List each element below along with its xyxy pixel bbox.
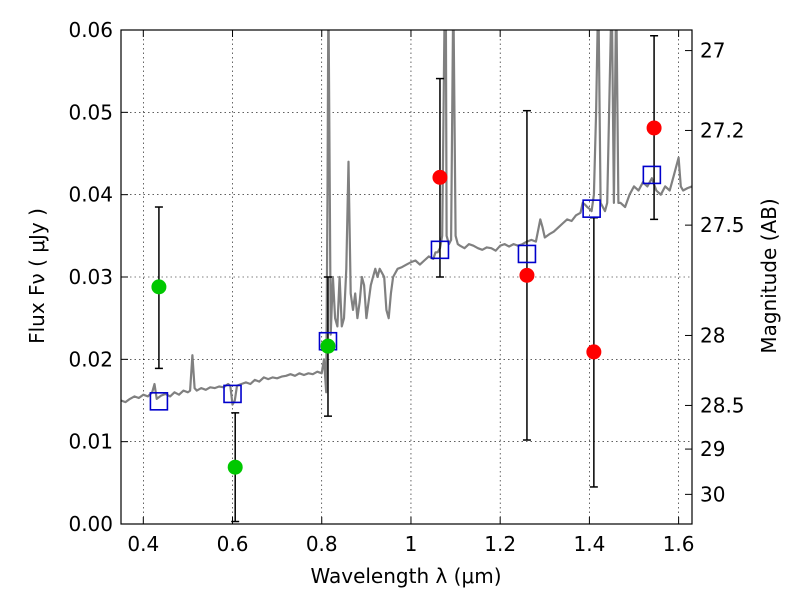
x-axis: 0.4 0.6 0.8 1 1.2 1.4 1.6 [127, 30, 695, 556]
y2-tick-label: 28 [700, 323, 725, 347]
model-square-marker [149, 392, 169, 411]
y-tick-label: 0.01 [68, 430, 113, 454]
x-tick-label: 1 [405, 532, 418, 556]
model-square-marker [517, 244, 537, 264]
x-tick-label: 0.8 [306, 532, 338, 556]
y2-tick-label: 30 [700, 482, 725, 506]
x-tick-label: 1.6 [663, 532, 695, 556]
x-tick-label: 0.6 [217, 532, 249, 556]
x-axis-title: Wavelength λ (μm) [310, 564, 501, 588]
data-point-circle [320, 338, 336, 354]
y-axis: 0.00 0.01 0.02 0.03 0.04 0.05 0.06 [68, 18, 128, 536]
y2-tick-label: 27 [700, 39, 725, 63]
y-tick-label: 0.02 [68, 347, 113, 371]
model-square-marker [430, 240, 450, 260]
y-tick-label: 0.06 [68, 18, 113, 42]
y-axis-title: Flux Fν ( μJy ) [25, 208, 49, 344]
y2-tick-label: 27.5 [700, 213, 745, 237]
data-point-circle [432, 169, 448, 185]
data-point-circle [646, 120, 662, 136]
y2-tick-label: 29 [700, 437, 725, 461]
y-tick-label: 0.04 [68, 183, 113, 207]
x-tick-label: 1.2 [484, 532, 516, 556]
data-point-circle [151, 279, 167, 295]
data-point-circle [519, 267, 535, 283]
y-tick-label: 0.00 [68, 512, 113, 536]
model-square-marker [582, 199, 601, 218]
model-square-marker [642, 165, 662, 185]
x-tick-label: 1.4 [573, 532, 605, 556]
data-point-circle [586, 344, 602, 360]
y2-axis-title: Magnitude (AB) [757, 198, 781, 353]
y2-axis: 27 27.2 27.5 28 28.5 29 30 [685, 39, 745, 506]
x-tick-label: 0.4 [127, 532, 159, 556]
data-points [149, 120, 662, 475]
model-square-marker [223, 384, 242, 404]
data-point-circle [227, 459, 243, 475]
y2-tick-label: 28.5 [700, 393, 745, 417]
y2-tick-label: 27.2 [700, 118, 745, 142]
y-tick-label: 0.03 [68, 265, 113, 289]
y-tick-label: 0.05 [68, 100, 113, 124]
